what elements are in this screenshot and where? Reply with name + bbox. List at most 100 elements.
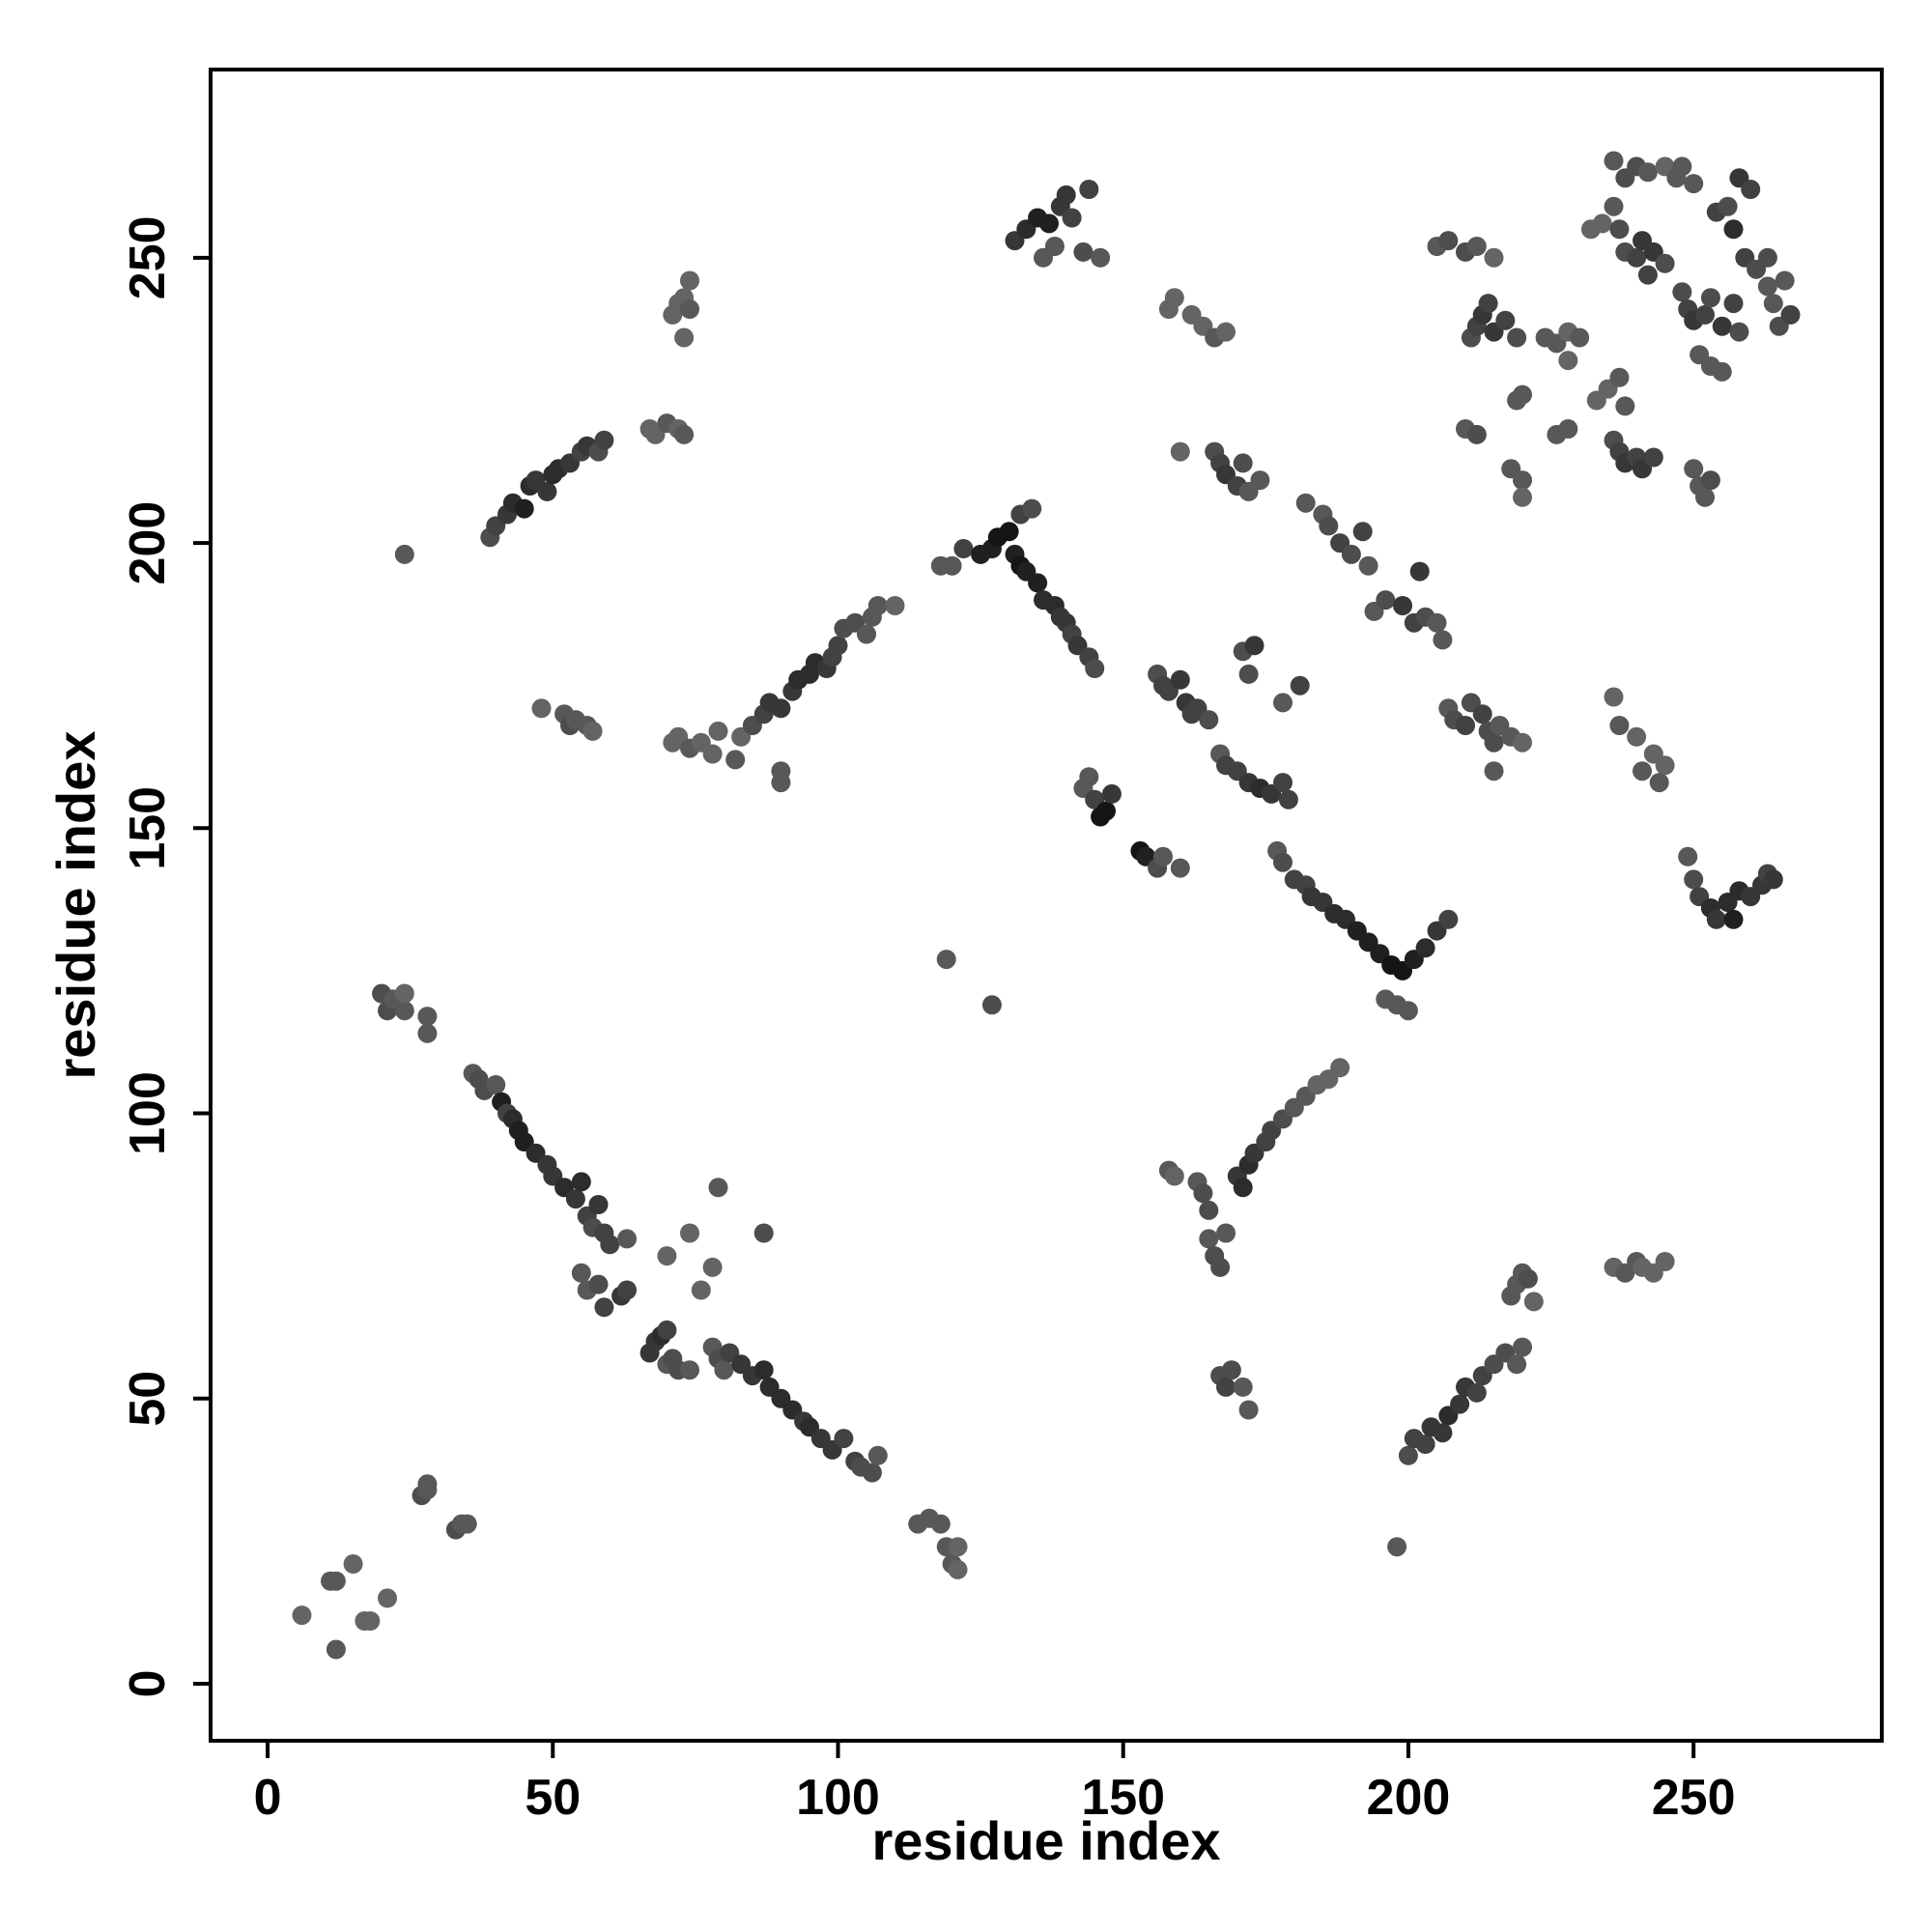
- data-point: [1637, 162, 1658, 183]
- data-point: [1712, 361, 1732, 382]
- data-point: [753, 1360, 774, 1380]
- data-point: [1604, 151, 1624, 171]
- data-point: [1518, 1268, 1538, 1289]
- data-point: [588, 1195, 609, 1214]
- data-point: [1763, 294, 1783, 314]
- x-tick-label: 0: [254, 1770, 282, 1826]
- data-point: [1153, 846, 1173, 867]
- data-point: [571, 1172, 591, 1192]
- data-point: [1507, 1354, 1527, 1375]
- data-point: [292, 1605, 312, 1626]
- data-point: [594, 1297, 614, 1318]
- x-tick-label: 200: [1367, 1770, 1451, 1826]
- y-axis: 0 50 100 150 200 250: [120, 215, 211, 1697]
- data-point: [1655, 1252, 1675, 1271]
- data-point: [1466, 424, 1487, 444]
- data-point: [417, 1023, 438, 1043]
- data-point: [537, 481, 557, 501]
- data-point: [1199, 1229, 1219, 1249]
- data-point: [1096, 801, 1116, 821]
- data-point: [708, 721, 728, 741]
- data-point: [1627, 726, 1647, 747]
- data-point: [417, 1474, 438, 1494]
- data-point: [1456, 716, 1475, 735]
- data-point: [1513, 470, 1532, 491]
- data-point: [394, 983, 414, 1004]
- data-point: [1170, 441, 1190, 462]
- data-point: [1415, 938, 1435, 958]
- data-point: [1729, 322, 1749, 342]
- data-point: [1164, 1166, 1184, 1186]
- data-point: [1415, 1435, 1435, 1454]
- data-point: [771, 698, 791, 719]
- data-point: [680, 270, 699, 291]
- data-point: [1513, 384, 1532, 405]
- data-point: [674, 327, 695, 348]
- data-point: [657, 1246, 677, 1266]
- data-point: [1085, 659, 1105, 678]
- data-point: [1199, 1200, 1219, 1220]
- points-layer: [292, 151, 1801, 1660]
- data-point: [936, 950, 956, 970]
- data-point: [1233, 453, 1253, 473]
- data-point: [1684, 869, 1704, 890]
- data-point: [1433, 1423, 1453, 1443]
- data-point: [862, 1463, 882, 1483]
- data-point: [1450, 1394, 1470, 1414]
- data-point: [1028, 573, 1048, 593]
- data-point: [999, 522, 1019, 542]
- data-point: [1700, 288, 1720, 308]
- data-point: [714, 1360, 734, 1380]
- data-point: [343, 1554, 363, 1574]
- y-tick-label: 250: [120, 215, 176, 299]
- data-point: [1604, 687, 1624, 707]
- data-point: [930, 1514, 951, 1534]
- data-point: [565, 1189, 585, 1209]
- data-point: [326, 1571, 346, 1591]
- data-point: [834, 1429, 854, 1449]
- data-point: [417, 1007, 438, 1027]
- data-point: [680, 299, 699, 319]
- data-point: [394, 544, 414, 564]
- data-point: [1700, 470, 1720, 491]
- data-point: [1466, 1382, 1487, 1403]
- x-axis-label: residue index: [871, 1810, 1220, 1871]
- data-point: [1763, 869, 1783, 890]
- data-point: [1393, 596, 1412, 615]
- data-point: [753, 1223, 774, 1243]
- data-point: [948, 1559, 968, 1579]
- data-point: [1438, 231, 1459, 251]
- data-point: [1684, 174, 1704, 194]
- data-point: [867, 596, 888, 615]
- data-point: [1409, 561, 1430, 582]
- data-point: [1273, 693, 1293, 713]
- data-point: [617, 1280, 637, 1300]
- data-point: [1466, 237, 1487, 256]
- data-point: [1433, 630, 1453, 650]
- data-point: [1079, 767, 1099, 787]
- data-point: [1273, 773, 1293, 793]
- data-point: [600, 1235, 620, 1255]
- data-point: [1757, 247, 1777, 268]
- data-point: [657, 1320, 677, 1340]
- data-point: [1438, 909, 1459, 929]
- x-tick-label: 100: [796, 1770, 880, 1826]
- plot-frame: [209, 68, 1884, 1743]
- data-point: [691, 1280, 711, 1300]
- data-point: [1358, 555, 1378, 576]
- data-point: [1643, 447, 1663, 468]
- data-point: [1238, 664, 1259, 684]
- data-point: [1513, 732, 1532, 753]
- data-point: [702, 1257, 723, 1277]
- data-point: [1633, 761, 1652, 781]
- data-point: [1523, 1292, 1544, 1312]
- data-point: [1398, 1001, 1418, 1021]
- data-point: [674, 424, 695, 444]
- data-point: [1079, 180, 1099, 199]
- data-point: [1056, 185, 1076, 205]
- data-point: [1484, 732, 1504, 753]
- data-point: [1244, 636, 1264, 656]
- data-point: [1615, 396, 1635, 416]
- data-point: [1672, 156, 1692, 177]
